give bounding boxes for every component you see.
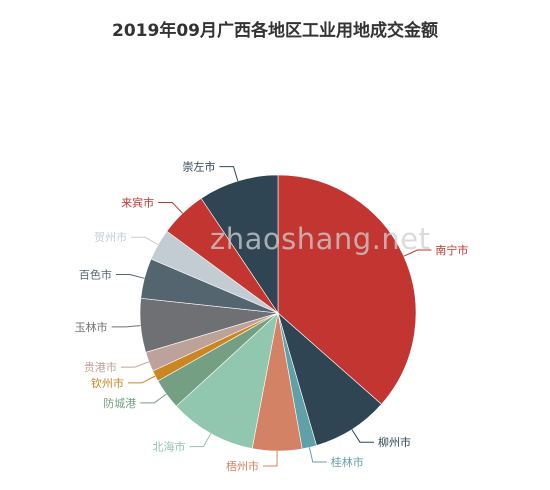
slice-label-10: 百色市: [79, 268, 112, 282]
slice-label-6: 防城港: [103, 396, 136, 410]
leader-line-10: [115, 274, 145, 279]
slice-label-7: 钦州市: [91, 376, 124, 390]
leader-line-1: [403, 249, 432, 257]
leader-line-3: [308, 447, 327, 463]
leader-line-5: [189, 433, 212, 448]
leader-line-11: [131, 236, 159, 246]
slice-label-11: 贺州市: [94, 230, 127, 244]
slice-label-13: 崇左市: [183, 160, 216, 174]
chart-title: 2019年09月广西各地区工业用地成交金额: [112, 21, 438, 41]
slice-label-2: 柳州市: [378, 435, 411, 449]
leader-line-2: [351, 429, 374, 443]
leader-line-7: [127, 375, 156, 384]
pie-slice-13[interactable]: [200, 174, 279, 314]
leader-line-9: [111, 325, 141, 328]
slice-label-5: 北海市: [153, 440, 186, 454]
slice-label-12: 来宾市: [121, 196, 154, 210]
leader-line-4: [263, 450, 278, 467]
slice-label-1: 南宁市: [435, 243, 468, 257]
leader-line-13: [219, 166, 239, 182]
slice-label-9: 玉林市: [75, 320, 108, 334]
slice-label-3: 桂林市: [331, 455, 364, 469]
pie-slice-1[interactable]: [277, 174, 417, 405]
watermark-text: zhaoshang.net: [210, 222, 431, 256]
slice-label-8: 贵港市: [84, 360, 117, 374]
leader-line-6: [140, 393, 167, 404]
leader-line-12: [158, 202, 183, 214]
leader-line-8: [120, 361, 150, 368]
slice-label-4: 梧州市: [226, 459, 259, 473]
